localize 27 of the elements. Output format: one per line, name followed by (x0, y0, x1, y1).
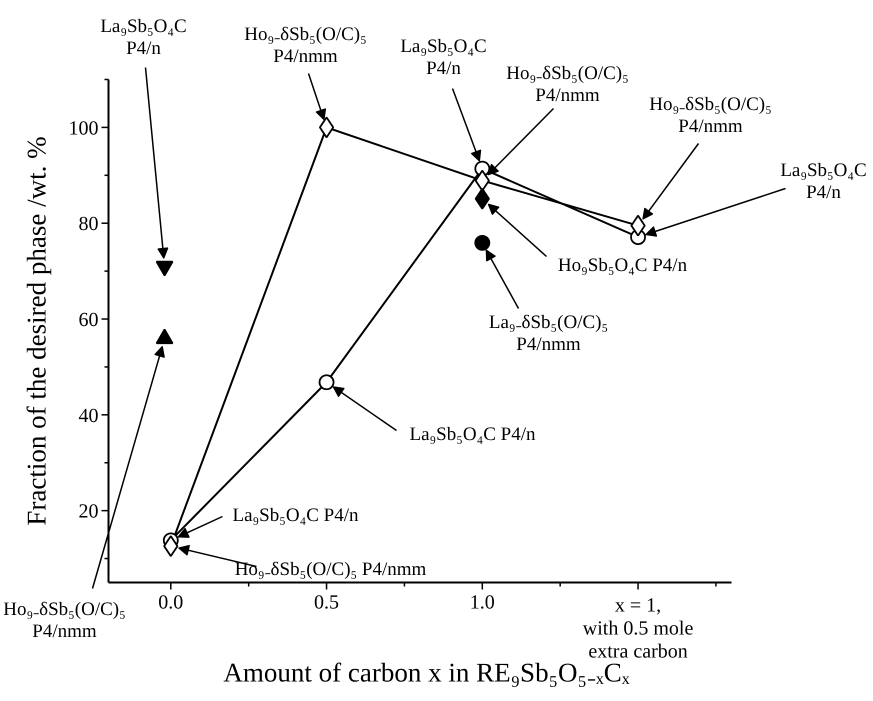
x-tick-label: 1.0 (470, 592, 495, 614)
annotation: Ho₉₋δSb₅(O/C)₅ P4/nmm (649, 94, 772, 138)
point (630, 214, 646, 237)
annotation: Ho₉₋δSb₅(O/C)₅ P4/nmm (3, 598, 126, 642)
annotation: La₉Sb₅O₄C P4/n (780, 160, 867, 204)
point (163, 535, 178, 557)
annotation: La₉Sb₅O₄C P4/n (400, 36, 487, 80)
y-tick-label: 20 (78, 500, 98, 523)
annotation: La₉Sb₅O₄C P4/n (232, 505, 359, 526)
y-tick-label: 100 (68, 117, 98, 140)
point (318, 374, 334, 390)
annotation: Ho₉₋δSb₅(O/C)₅ P4/nmm (234, 559, 427, 580)
annotation: Ho₉₋δSb₅(O/C)₅ P4/nmm (506, 62, 629, 106)
point (318, 116, 334, 138)
point (474, 234, 490, 251)
x-tick-label: 0.5 (314, 592, 340, 614)
annotation: Ho₉Sb₅O₄C P4/n (558, 255, 688, 276)
y-tick-label: 60 (78, 309, 98, 332)
y-tick-label: 80 (78, 213, 98, 236)
point (474, 170, 490, 192)
annotation: La₉₋δSb₅(O/C)₅ P4/nmm (488, 312, 608, 356)
annotation: Ho₉₋δSb₅(O/C)₅ P4/nmm (244, 24, 367, 68)
y-axis-title: Fraction of the desired phase /wt. % (22, 136, 52, 526)
y-tick-label: 40 (78, 404, 98, 427)
annotation: La₉Sb₅O₄C P4/n (100, 16, 187, 60)
annotation: La₉Sb₅O₄C P4/n (410, 424, 536, 445)
x-tick-label: 0.0 (158, 592, 184, 614)
